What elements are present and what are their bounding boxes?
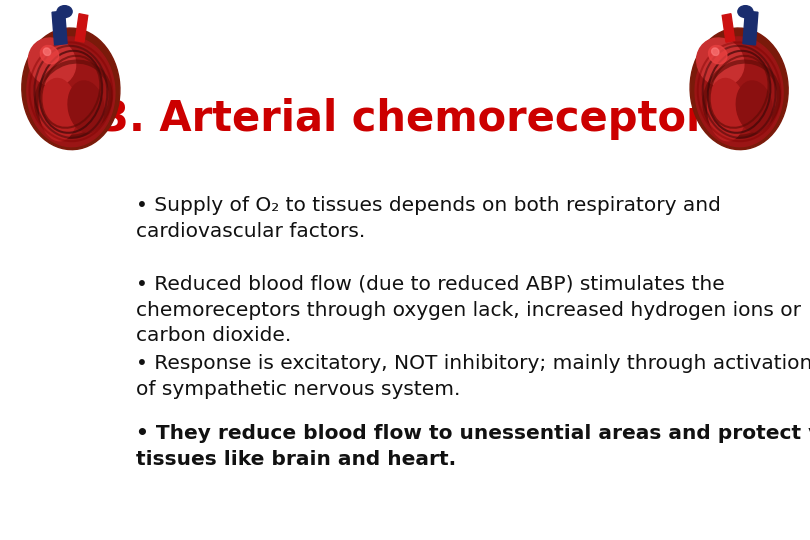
Ellipse shape [43,48,51,56]
FancyArrow shape [52,11,67,45]
Ellipse shape [22,28,120,150]
Text: • They reduce blood flow to unessential areas and protect vital: • They reduce blood flow to unessential … [136,424,810,443]
Text: tissues like brain and heart.: tissues like brain and heart. [136,450,456,469]
Ellipse shape [28,38,75,86]
Ellipse shape [711,48,719,56]
Ellipse shape [40,45,59,64]
Ellipse shape [708,78,745,141]
Text: chemoreceptors through oxygen lack, increased hydrogen ions or: chemoreceptors through oxygen lack, incr… [136,301,801,320]
Text: cardiovascular factors.: cardiovascular factors. [136,221,365,240]
Text: • Reduced blood flow (due to reduced ABP) stimulates the: • Reduced blood flow (due to reduced ABP… [136,275,724,294]
Text: • Response is excitatory, NOT inhibitory; mainly through activation: • Response is excitatory, NOT inhibitory… [136,354,810,373]
Ellipse shape [695,37,783,147]
FancyArrow shape [75,14,87,42]
Ellipse shape [40,78,77,141]
Ellipse shape [68,81,104,132]
FancyArrow shape [743,11,758,45]
Ellipse shape [709,45,727,64]
Ellipse shape [736,81,772,132]
Text: carbon dioxide.: carbon dioxide. [136,326,291,346]
Text: 3. Arterial chemoreceptors: 3. Arterial chemoreceptors [100,98,731,140]
FancyArrow shape [723,14,735,42]
Ellipse shape [690,28,788,150]
Text: • Supply of O₂ to tissues depends on both respiratory and: • Supply of O₂ to tissues depends on bot… [136,196,721,215]
Text: of sympathetic nervous system.: of sympathetic nervous system. [136,380,460,399]
Ellipse shape [697,38,744,86]
Ellipse shape [738,6,753,17]
Ellipse shape [27,37,115,147]
Ellipse shape [57,6,72,17]
